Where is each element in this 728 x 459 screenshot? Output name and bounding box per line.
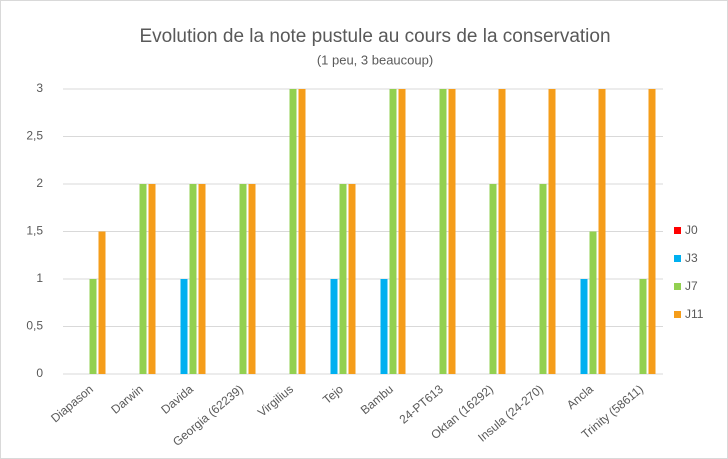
bar bbox=[180, 279, 188, 374]
bar bbox=[139, 184, 147, 374]
bar bbox=[148, 184, 156, 374]
bar bbox=[598, 89, 606, 374]
x-tick-label: Davida bbox=[158, 382, 196, 417]
legend-swatch bbox=[674, 311, 681, 318]
bar bbox=[380, 279, 388, 374]
x-tick-label: Diapason bbox=[48, 382, 96, 425]
legend-swatch bbox=[674, 227, 681, 234]
bar bbox=[539, 184, 547, 374]
y-tick-label: 3 bbox=[36, 81, 43, 95]
bar bbox=[448, 89, 456, 374]
x-tick-label: Darwin bbox=[108, 382, 146, 417]
bar bbox=[589, 231, 597, 374]
bar bbox=[98, 231, 106, 374]
legend-label: J0 bbox=[685, 223, 698, 237]
bar bbox=[489, 184, 497, 374]
bar bbox=[580, 279, 588, 374]
y-tick-label: 0,5 bbox=[26, 319, 43, 333]
bar bbox=[348, 184, 356, 374]
bar bbox=[89, 279, 97, 374]
x-tick-label: Ancla bbox=[564, 382, 596, 412]
bar bbox=[639, 279, 647, 374]
bar bbox=[339, 184, 347, 374]
bar bbox=[239, 184, 247, 374]
bar bbox=[548, 89, 556, 374]
x-tick-label: Tejo bbox=[320, 382, 346, 407]
bar bbox=[648, 89, 656, 374]
legend-swatch bbox=[674, 255, 681, 262]
chart-subtitle: (1 peu, 3 beaucoup) bbox=[317, 52, 433, 67]
y-tick-label: 1 bbox=[36, 271, 43, 285]
bar bbox=[189, 184, 197, 374]
bar bbox=[439, 89, 447, 374]
bar bbox=[289, 89, 297, 374]
legend-label: J11 bbox=[685, 307, 704, 321]
bar bbox=[389, 89, 397, 374]
y-tick-label: 2,5 bbox=[26, 129, 43, 143]
chart-title: Evolution de la note pustule au cours de… bbox=[139, 26, 610, 47]
y-tick-label: 0 bbox=[36, 366, 43, 380]
bar bbox=[498, 89, 506, 374]
y-tick-label: 1,5 bbox=[26, 224, 43, 238]
bar bbox=[330, 279, 338, 374]
legend-swatch bbox=[674, 283, 681, 290]
y-tick-label: 2 bbox=[36, 176, 43, 190]
legend-label: J3 bbox=[685, 251, 698, 265]
x-tick-label: 24-PT613 bbox=[397, 382, 447, 427]
bar bbox=[248, 184, 256, 374]
x-tick-label: Virgilius bbox=[255, 382, 296, 420]
bar bbox=[398, 89, 406, 374]
bar bbox=[298, 89, 306, 374]
bar bbox=[198, 184, 206, 374]
x-tick-label: Bambu bbox=[358, 382, 396, 417]
legend-label: J7 bbox=[685, 279, 698, 293]
